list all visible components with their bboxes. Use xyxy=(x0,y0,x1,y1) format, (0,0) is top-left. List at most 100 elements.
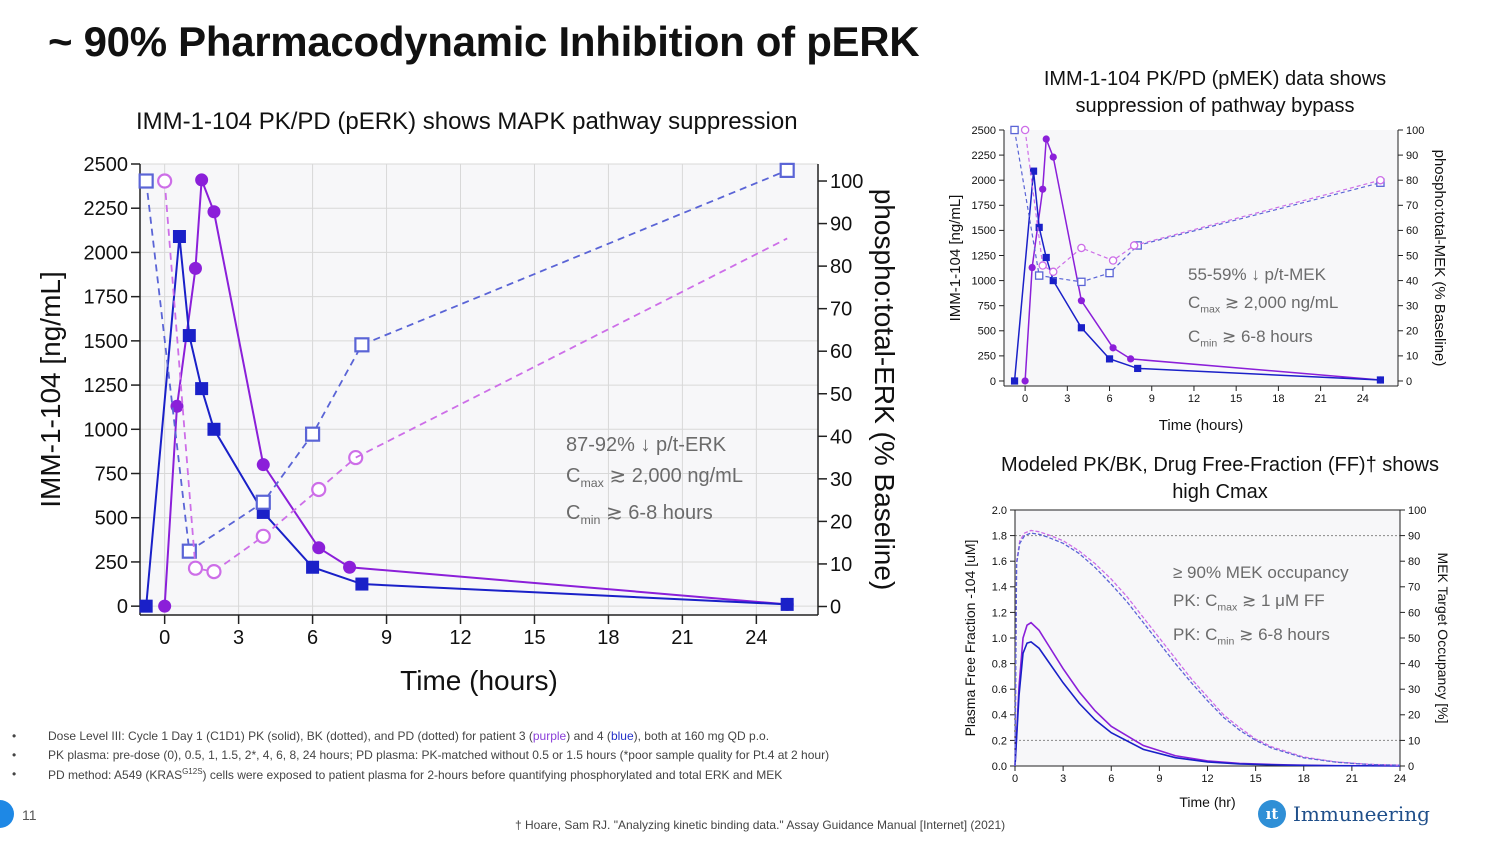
logo-text: Immuneering xyxy=(1293,802,1430,826)
chart3-annotation: ≥ 90% MEK occupancy PK: Cmax ≳ 1 μM FF P… xyxy=(1173,559,1349,656)
y-tick-label: 1500 xyxy=(972,225,996,237)
chart1-annotation-inhibition: 87-92% ↓ p/t-ERK xyxy=(566,434,727,456)
y-tick-label: 1750 xyxy=(84,287,129,309)
chart2-annotation-inhibition: 55-59% ↓ p/t-MEK xyxy=(1188,265,1326,284)
data-point xyxy=(1376,175,1385,185)
data-point xyxy=(1039,185,1047,193)
data-point xyxy=(195,382,209,396)
data-point xyxy=(1109,344,1117,352)
data-point xyxy=(172,230,186,244)
data-point xyxy=(1035,223,1043,231)
page-marker xyxy=(0,800,14,828)
data-point xyxy=(1010,377,1019,385)
data-point xyxy=(1010,125,1019,135)
data-point xyxy=(355,577,369,591)
x-tick-label: 3 xyxy=(1064,393,1070,405)
y-axis-label: IMM-1-104 [ng/mL] xyxy=(35,271,66,508)
plot-area xyxy=(1015,510,1400,766)
data-point xyxy=(256,458,270,472)
data-point xyxy=(1376,376,1385,384)
x-tick-label: 24 xyxy=(1357,393,1369,405)
x-tick-label: 15 xyxy=(1230,393,1242,405)
y2-tick-label: 10 xyxy=(1408,735,1420,747)
bullet: • xyxy=(12,767,17,781)
y-tick-label: 0.6 xyxy=(992,684,1007,696)
x-tick-label: 9 xyxy=(1149,393,1155,405)
data-point xyxy=(779,162,795,178)
pk-pd-pmek-chart: 0 3 6 9 12 15 18 21 2402505007501000125015001750… xyxy=(947,125,1448,434)
x-tick-label: 12 xyxy=(1188,393,1200,405)
data-point xyxy=(306,560,320,574)
data-point xyxy=(1049,267,1058,277)
x-tick-label: 12 xyxy=(449,627,471,649)
y2-tick-label: 70 xyxy=(1406,200,1418,212)
y2-tick-label: 80 xyxy=(1406,175,1418,187)
x-tick-label: 3 xyxy=(233,627,244,649)
y2-tick-label: 50 xyxy=(1408,633,1420,645)
y-tick-label: 750 xyxy=(95,464,128,486)
x-tick-label: 24 xyxy=(745,627,767,649)
y-tick-label: 2250 xyxy=(972,150,996,162)
y2-tick-label: 100 xyxy=(1408,505,1426,517)
y-tick-label: 2250 xyxy=(84,198,129,220)
chart1-title: IMM-1-104 PK/PD (pERK) shows MAPK pathwa… xyxy=(136,108,798,135)
y2-axis-label: phospho:total-ERK (% Baseline) xyxy=(869,189,900,591)
bullet: • xyxy=(12,729,17,743)
x-axis-label: Time (hours) xyxy=(1159,417,1243,434)
y-tick-label: 0 xyxy=(117,596,128,618)
x-axis-label: Time (hours) xyxy=(400,665,558,696)
y2-tick-label: 0 xyxy=(1406,376,1412,388)
x-tick-label: 12 xyxy=(1201,773,1213,785)
y2-tick-label: 0 xyxy=(830,596,841,618)
chart2-annotation-cmin: Cmin ≳ 6-8 hours xyxy=(1188,327,1313,350)
plot-area xyxy=(140,164,818,615)
y-tick-label: 0 xyxy=(990,376,996,388)
y-axis-label: IMM-1-104 [ng/mL] xyxy=(947,195,964,322)
y-tick-label: 2500 xyxy=(84,154,129,176)
data-point xyxy=(1105,268,1114,278)
y-tick-label: 250 xyxy=(95,552,128,574)
y-tick-label: 2.0 xyxy=(992,505,1007,517)
x-tick-label: 0 xyxy=(1022,393,1028,405)
x-tick-label: 21 xyxy=(1346,773,1358,785)
x-tick-label: 18 xyxy=(597,627,619,649)
data-point xyxy=(780,597,794,611)
data-point xyxy=(1108,256,1118,265)
chart2-annotation-cmax: Cmax ≳ 2,000 ng/mL xyxy=(1188,292,1339,315)
y2-tick-label: 100 xyxy=(1406,125,1424,137)
x-tick-label: 21 xyxy=(1314,393,1326,405)
page-number: 11 xyxy=(22,807,37,823)
series-line xyxy=(1014,640,1401,767)
x-tick-label: 0 xyxy=(1012,773,1018,785)
data-point xyxy=(304,426,321,442)
data-point xyxy=(157,173,173,189)
chart3-annotation-cmax: PK: Cmax ≳ 1 μM FF xyxy=(1173,590,1325,613)
data-point xyxy=(1021,377,1029,385)
series-line xyxy=(145,169,788,553)
y-tick-label: 750 xyxy=(978,301,996,313)
data-point xyxy=(207,205,221,219)
data-point xyxy=(182,329,196,343)
y2-tick-label: 0 xyxy=(1408,761,1414,773)
y-tick-label: 0.2 xyxy=(992,735,1007,747)
data-point xyxy=(311,481,327,498)
data-point xyxy=(139,599,153,613)
pk-pd-perk-chart: 0 3 6 9 12 15 18 21 2402505007501000125015001750… xyxy=(35,154,900,696)
data-point xyxy=(207,422,221,436)
y-tick-label: 2500 xyxy=(972,125,996,137)
data-point xyxy=(1127,355,1135,363)
data-point xyxy=(1105,355,1114,363)
y2-tick-label: 60 xyxy=(830,341,852,363)
data-point xyxy=(195,173,209,187)
series-line xyxy=(355,237,788,459)
y2-tick-label: 40 xyxy=(1408,658,1420,670)
x-tick-label: 24 xyxy=(1394,773,1406,785)
data-point xyxy=(206,564,222,580)
data-point xyxy=(1129,241,1139,250)
slide-title: ~ 90% Pharmacodynamic Inhibition of pERK xyxy=(48,18,920,65)
x-tick-label: 18 xyxy=(1272,393,1284,405)
data-point xyxy=(181,543,197,559)
y2-tick-label: 20 xyxy=(1408,710,1420,722)
y2-tick-label: 20 xyxy=(1406,326,1418,338)
x-tick-label: 9 xyxy=(1156,773,1162,785)
